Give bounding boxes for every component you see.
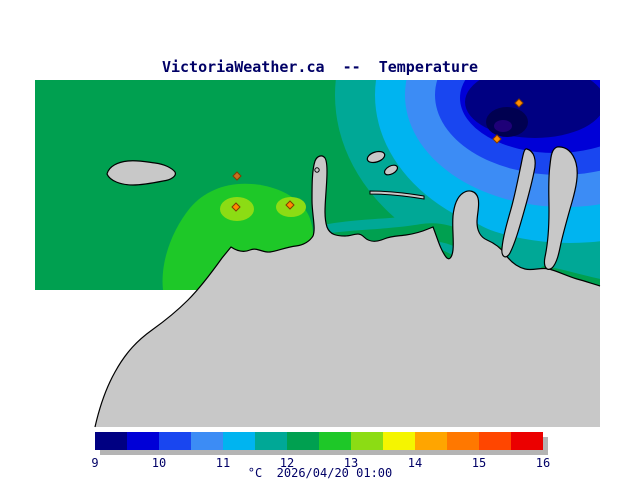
colorbar-segment: [447, 432, 479, 450]
station-marker: [231, 202, 241, 212]
colorbar-segment: [511, 432, 543, 450]
coastline: [94, 155, 601, 428]
land-mass: [95, 155, 600, 427]
colorbar-tick-label: 12: [279, 456, 295, 470]
colorbar-segment: [223, 432, 255, 450]
map-title: VictoriaWeather.ca -- Temperature: [161, 58, 479, 76]
islet-near-spit: [314, 167, 320, 173]
island-west: [106, 160, 176, 186]
island-east-2: [543, 146, 578, 270]
colorbar-tick-label: 14: [407, 456, 423, 470]
colorbar-tick-label: 10: [151, 456, 167, 470]
colorbar-tick-label: 9: [91, 456, 99, 470]
colorbar-segment: [191, 432, 223, 450]
station-markers: [231, 98, 524, 212]
station-marker: [514, 98, 524, 108]
colorbar-segment: [159, 432, 191, 450]
station-marker: [285, 200, 295, 210]
island-north-1: [366, 150, 386, 164]
island-east-1: [501, 148, 536, 258]
colorbar-segment: [127, 432, 159, 450]
colorbar-segment: [479, 432, 511, 450]
island-north-2: [383, 164, 399, 176]
colorbar-tick-label: 15: [471, 456, 487, 470]
colorbar-tick-label: 13: [343, 456, 359, 470]
station-marker: [492, 134, 502, 144]
colorbar-segment: [351, 432, 383, 450]
colorbar-segment: [415, 432, 447, 450]
colorbar-tick-label: 11: [215, 456, 231, 470]
colorbar-ticks: 9 10 11 12 13 14 15 16: [91, 456, 550, 470]
colorbar-segment: [287, 432, 319, 450]
sand-spit: [369, 190, 425, 200]
colorbar-segment: [319, 432, 351, 450]
colorbar-segment: [383, 432, 415, 450]
station-marker: [232, 171, 242, 181]
colorbar-tick-label: 16: [535, 456, 551, 470]
temperature-colorbar: 9 10 11 12 13 14 15 16: [91, 432, 550, 470]
colorbar-segment: [255, 432, 287, 450]
contour-band-navy: [465, 80, 600, 138]
colorbar-segments: [95, 432, 543, 450]
cold-core-inner: [494, 120, 512, 132]
colorbar-caption: °C 2026/04/20 01:00: [247, 466, 393, 480]
colorbar-segment: [95, 432, 127, 450]
